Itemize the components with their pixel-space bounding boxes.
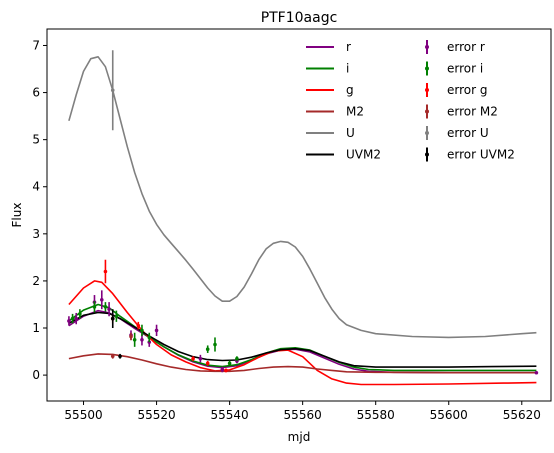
- data-point-r-6: [140, 337, 144, 342]
- data-point-i-11: [235, 356, 239, 361]
- x-tick-label: 55580: [357, 408, 395, 422]
- data-point-uvm2-1: [118, 354, 122, 359]
- legend-entry-error-r: error r: [425, 40, 485, 54]
- legend-label: U: [346, 126, 355, 140]
- data-point-r-4: [107, 307, 111, 311]
- y-tick-label: 2: [32, 274, 40, 288]
- data-point-r-0: [67, 319, 71, 323]
- legend-label: error UVM2: [447, 148, 515, 162]
- legend-entry-error-g: error g: [425, 83, 487, 97]
- legend-label: M2: [346, 105, 364, 119]
- errorbar-layer: [67, 50, 539, 375]
- legend-label: error i: [447, 62, 483, 76]
- data-point-r-1: [74, 316, 79, 321]
- series-line-g: [68, 280, 537, 386]
- data-point-i-7: [147, 335, 152, 340]
- legend-marker-swatch: [425, 152, 429, 157]
- x-tick-label: 55560: [284, 408, 322, 422]
- legend-entry-r: r: [306, 40, 351, 54]
- legend-entry-error-u: error U: [425, 126, 489, 140]
- y-tick-label: 0: [32, 368, 40, 382]
- data-point-r-10: [220, 367, 225, 372]
- y-tick-label: 4: [32, 180, 40, 194]
- legend-entry-error-m2: error M2: [425, 104, 498, 119]
- series-line-u: [68, 56, 537, 339]
- plot-frame: [46, 28, 552, 402]
- x-tick-label: 55520: [137, 408, 175, 422]
- data-point-i-6: [140, 328, 144, 333]
- y-axis-ticks: 0 1 2 3 4 5 6 7: [32, 38, 47, 382]
- data-point-i-10: [227, 361, 232, 366]
- data-point-g-2: [136, 323, 141, 328]
- legend-label: error M2: [447, 105, 498, 119]
- y-tick-label: 7: [32, 38, 40, 52]
- data-point-i-3: [103, 305, 108, 309]
- data-point-i-0: [70, 316, 75, 321]
- data-point-g-0: [103, 269, 108, 274]
- data-point-r-12: [534, 370, 539, 375]
- legend-entry-error-i: error i: [425, 61, 483, 76]
- series-line-i: [68, 303, 537, 372]
- y-axis-label: Flux: [10, 203, 24, 228]
- x-tick-label: 55540: [211, 408, 249, 422]
- legend-marker-swatch: [425, 131, 429, 135]
- legend-entry-i: i: [306, 62, 349, 76]
- series-layer: [68, 56, 537, 386]
- legend-entry-error-uvm2: error UVM2: [425, 147, 515, 162]
- series-line-uvm2: [68, 311, 537, 368]
- x-axis-label: mjd: [288, 430, 311, 444]
- legend-entry-g: g: [306, 83, 354, 97]
- data-point-m2-1: [129, 334, 133, 339]
- data-point-m2-0: [110, 354, 115, 359]
- data-point-r-3: [99, 297, 104, 302]
- legend-entry-u: U: [306, 126, 355, 140]
- data-point-i-2: [92, 305, 97, 309]
- data-point-i-8: [205, 347, 210, 352]
- data-point-g-3: [191, 356, 195, 361]
- legend-entry-uvm2: UVM2: [306, 148, 381, 162]
- legend-label: UVM2: [346, 148, 381, 162]
- legend-label: i: [346, 62, 349, 76]
- chart-title: PTF10aagc: [261, 10, 338, 26]
- x-axis-ticks: 55500 55520 55540 55560 55580 55600 55620: [64, 401, 541, 422]
- legend: rig M2 U UVM2 error r error i error g error M2 e…: [306, 40, 515, 162]
- data-point-r-8: [154, 328, 159, 333]
- y-tick-label: 5: [32, 133, 40, 147]
- legend-marker-swatch: [425, 66, 429, 71]
- data-point-g-5: [224, 368, 228, 373]
- legend-label: error U: [447, 126, 489, 140]
- x-tick-label: 55500: [64, 408, 102, 422]
- data-point-i-4: [114, 314, 119, 319]
- legend-label: g: [346, 83, 354, 97]
- y-tick-label: 3: [32, 227, 40, 241]
- data-point-r-9: [198, 356, 203, 361]
- data-point-r-7: [147, 340, 152, 344]
- legend-label: error r: [447, 40, 485, 54]
- x-tick-label: 55620: [503, 408, 541, 422]
- legend-marker-swatch: [425, 45, 429, 49]
- data-point-g-4: [205, 361, 210, 366]
- y-tick-label: 6: [32, 86, 40, 100]
- y-tick-label: 1: [32, 321, 40, 335]
- legend-marker-swatch: [425, 109, 429, 114]
- x-tick-label: 55600: [430, 408, 468, 422]
- data-point-i-1: [78, 312, 82, 316]
- legend-label: r: [346, 40, 351, 54]
- series-line-m2: [68, 353, 537, 374]
- data-point-i-5: [132, 337, 137, 342]
- data-point-u-0: [110, 88, 115, 93]
- data-point-uvm2-0: [110, 316, 115, 321]
- legend-label: error g: [447, 83, 487, 97]
- legend-marker-swatch: [425, 88, 429, 92]
- data-point-i-9: [213, 342, 217, 347]
- legend-entry-m2: M2: [306, 105, 364, 119]
